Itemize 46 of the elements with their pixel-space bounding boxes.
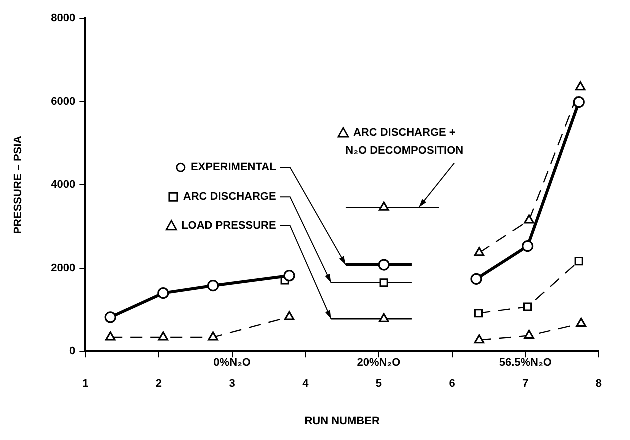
point xyxy=(474,334,485,344)
point xyxy=(474,247,485,256)
legend-label: EXPERIMENTAL xyxy=(190,162,277,174)
point xyxy=(523,302,532,312)
x-tick-label: 2 xyxy=(156,378,162,390)
x-tick-label: 4 xyxy=(302,378,310,390)
point xyxy=(158,288,170,300)
y-tick-label: 8000 xyxy=(51,12,76,25)
point xyxy=(474,308,484,318)
legend-label: LOAD PRESSURE xyxy=(182,220,276,232)
y-tick-label: 4000 xyxy=(51,179,76,192)
x-tick-label: 1 xyxy=(82,378,89,390)
legend-label: ARC DISCHARGE + N₂O DECOMPOSITION xyxy=(346,127,464,158)
point xyxy=(378,259,390,271)
point xyxy=(378,313,390,322)
x-tick-label: 6 xyxy=(449,378,456,390)
point xyxy=(524,214,534,224)
y-tick-label: 2000 xyxy=(51,262,76,274)
point xyxy=(105,332,116,341)
text: 20%N₂O xyxy=(357,357,402,370)
point xyxy=(284,270,296,282)
point xyxy=(574,256,584,266)
x-axis-title: RUN NUMBER xyxy=(304,415,380,428)
point xyxy=(573,96,585,108)
point xyxy=(522,240,534,252)
point xyxy=(575,81,586,91)
text: 56.5%N₂O xyxy=(499,357,552,370)
text: 0%N₂O xyxy=(214,357,252,370)
x-tick-label: 8 xyxy=(596,378,602,390)
y-tick-label: 6000 xyxy=(51,96,76,108)
point xyxy=(158,332,169,341)
legend-label: ARC DISCHARGE xyxy=(183,191,276,204)
point xyxy=(284,311,295,320)
point xyxy=(380,278,388,288)
x-tick-label: 5 xyxy=(376,378,382,390)
point xyxy=(104,312,116,324)
y-axis-title: PRESSURE – PSIA xyxy=(12,136,25,234)
point xyxy=(208,332,218,341)
point xyxy=(524,330,534,340)
point xyxy=(207,280,220,292)
x-tick-label: 7 xyxy=(522,378,529,390)
x-tick-label: 3 xyxy=(229,378,236,390)
point xyxy=(576,318,586,328)
point xyxy=(378,202,390,211)
point xyxy=(470,273,482,285)
y-tick-label: 0 xyxy=(70,346,76,358)
